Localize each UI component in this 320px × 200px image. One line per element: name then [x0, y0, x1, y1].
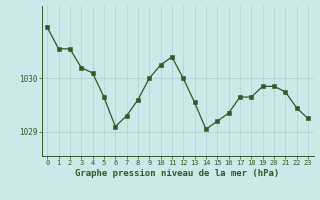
X-axis label: Graphe pression niveau de la mer (hPa): Graphe pression niveau de la mer (hPa): [76, 169, 280, 178]
